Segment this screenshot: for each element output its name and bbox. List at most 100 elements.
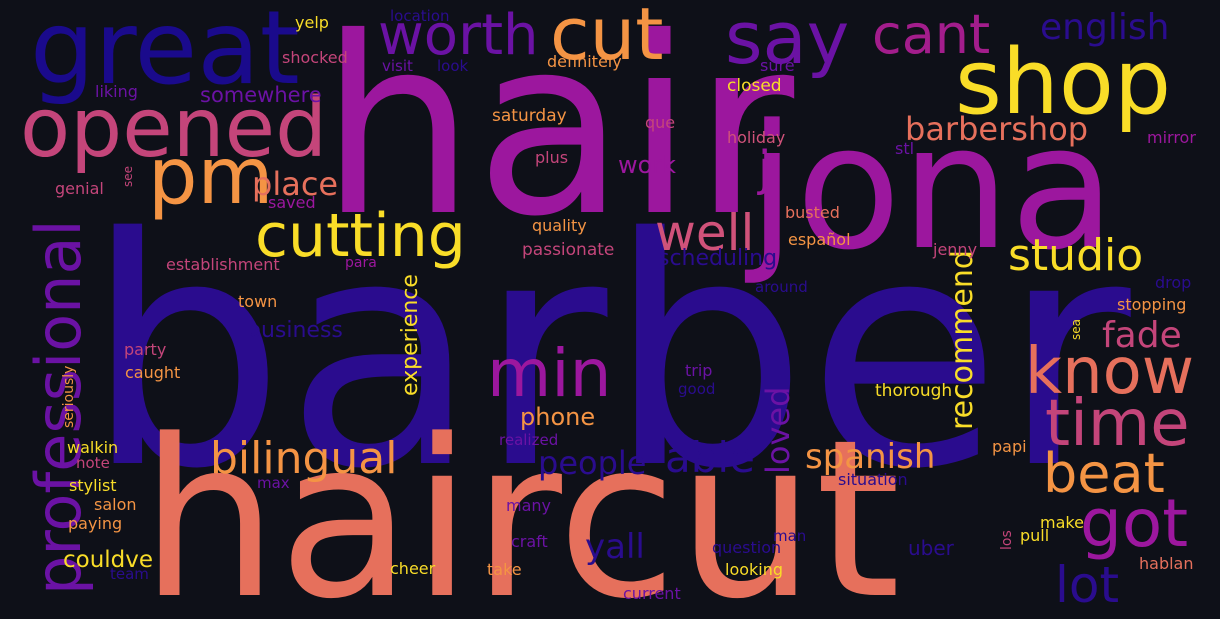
word-great: great: [30, 0, 300, 108]
word-stopping: stopping: [1117, 295, 1187, 314]
word-stylist: stylist: [69, 476, 117, 495]
word-plus: plus: [535, 148, 569, 167]
word-loved: loved: [759, 386, 797, 474]
word-establishment: establishment: [166, 255, 280, 274]
word-professional: professional: [22, 219, 95, 595]
word-experience: experience: [398, 274, 423, 396]
word-time: time: [1045, 387, 1190, 461]
word-hablan: hablan: [1139, 554, 1194, 573]
word-definitely: definitely: [547, 52, 622, 71]
word-passionate: passionate: [522, 240, 615, 260]
word-trip: trip: [685, 361, 713, 380]
word-couldve: couldve: [63, 547, 154, 573]
word-recommend: recommend: [945, 250, 980, 430]
word-opened: opened: [20, 81, 328, 176]
word-looking: looking: [725, 560, 784, 579]
word-drop: drop: [1155, 273, 1192, 292]
word-question: question: [712, 538, 782, 557]
word-note: note: [76, 454, 110, 472]
word-sure: sure: [760, 56, 795, 75]
word-scheduling: scheduling: [658, 246, 778, 271]
word-uber: uber: [908, 536, 954, 560]
word-party: party: [124, 340, 167, 359]
word-people: people: [538, 444, 647, 482]
word-lot: lot: [1055, 556, 1120, 614]
word-worth: worth: [378, 3, 539, 68]
word-say: say: [725, 0, 850, 80]
word-visit: visit: [382, 57, 413, 75]
word-jenny: jenny: [933, 240, 978, 259]
word-pm: pm: [148, 132, 274, 222]
word-cheer: cheer: [390, 559, 436, 578]
word-studio: studio: [1008, 230, 1144, 281]
word-walkin: walkin: [67, 438, 119, 457]
word-look: look: [437, 57, 469, 75]
word-phone: phone: [520, 403, 596, 431]
word-saturday: saturday: [492, 106, 567, 126]
word-cutting: cutting: [255, 201, 466, 271]
word-quality: quality: [532, 216, 587, 235]
word-place: place: [252, 165, 339, 203]
word-man: man: [773, 527, 807, 545]
word-closed: closed: [727, 76, 782, 96]
word-min: min: [487, 335, 612, 412]
word-shop: shop: [955, 30, 1172, 135]
word-see: see: [121, 165, 135, 187]
word-saved: saved: [268, 193, 316, 212]
word-sea: sea: [1069, 319, 1083, 340]
word-realized: realized: [499, 431, 559, 449]
word-work: work: [618, 151, 677, 179]
word-thorough: thorough: [875, 381, 953, 401]
word-genial: genial: [55, 179, 104, 198]
word-hair: hair: [320, 0, 795, 270]
word-team: team: [110, 565, 149, 583]
word-got: got: [1080, 485, 1189, 562]
word-seriously: seriously: [61, 365, 77, 428]
word-take: take: [487, 560, 522, 579]
word-pull: pull: [1020, 526, 1050, 545]
word-location: location: [390, 7, 450, 25]
word-para: para: [345, 255, 377, 271]
word-cant: cant: [872, 3, 991, 66]
word-espanol: español: [788, 230, 851, 249]
word-good: good: [678, 380, 716, 398]
word-able: able: [665, 433, 755, 482]
word-know: know: [1025, 335, 1195, 409]
word-papi: papi: [992, 437, 1027, 456]
word-mirror: mirror: [1147, 128, 1196, 147]
word-well: well: [655, 204, 755, 262]
word-situation: situation: [838, 470, 908, 489]
word-j: j: [758, 141, 772, 197]
word-around: around: [755, 278, 808, 296]
word-make: make: [1040, 513, 1084, 532]
word-craft: craft: [511, 532, 548, 551]
word-town: town: [238, 292, 278, 311]
word-busted: busted: [785, 203, 840, 222]
word-business: business: [247, 318, 343, 343]
word-holiday: holiday: [727, 128, 786, 147]
word-stl: stl: [895, 139, 915, 158]
word-cut: cut: [550, 0, 664, 76]
word-barbershop: barbershop: [905, 110, 1089, 148]
word-spanish: spanish: [805, 437, 936, 477]
word-liking: liking: [95, 82, 138, 101]
word-paying: paying: [68, 514, 123, 533]
word-max: max: [257, 474, 290, 492]
word-english: english: [1040, 7, 1170, 48]
word-yall: yall: [585, 527, 645, 567]
word-somewhere: somewhere: [200, 83, 322, 107]
word-shocked: shocked: [282, 48, 348, 67]
word-caught: caught: [125, 363, 181, 382]
word-many: many: [506, 496, 551, 515]
word-haircut: haircut: [140, 394, 901, 619]
word-jona: jona: [748, 87, 1116, 288]
word-yelp: yelp: [295, 13, 329, 32]
word-fade: fade: [1102, 315, 1182, 356]
word-los: los: [999, 530, 1015, 550]
word-bilingual: bilingual: [210, 433, 398, 484]
word-barber: barber: [85, 172, 1131, 538]
word-salon: salon: [94, 495, 137, 514]
word-que: que: [645, 113, 676, 132]
word-beat: beat: [1043, 442, 1165, 505]
